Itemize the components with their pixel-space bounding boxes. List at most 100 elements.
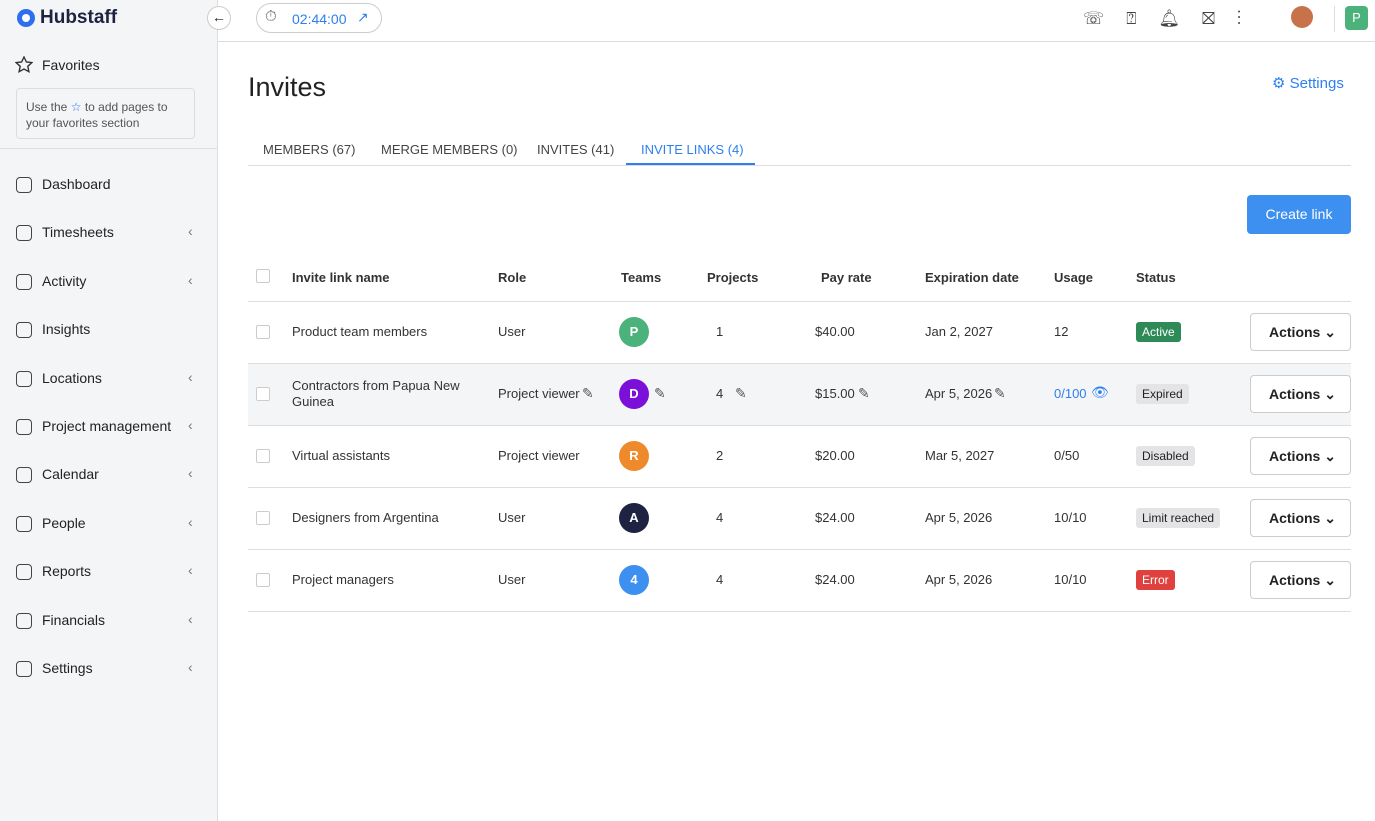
team-avatar: 4: [619, 565, 649, 595]
edit-icon[interactable]: ✎: [654, 385, 666, 401]
star: ☆: [70, 100, 82, 114]
column-header: Role: [498, 270, 527, 285]
nav-item[interactable]: Insights: [42, 321, 91, 338]
nav-item[interactable]: Financials: [42, 611, 106, 628]
pay-rate: $24.00: [815, 510, 855, 525]
usage: 12: [1054, 324, 1069, 339]
star-icon: [15, 56, 33, 74]
role: User: [498, 324, 526, 339]
nav-item[interactable]: Calendar: [42, 466, 99, 483]
chevron: ‹: [188, 610, 193, 627]
nav-item[interactable]: Activity: [42, 272, 87, 289]
top-icons[interactable]: ☏⍰🔔︎⛝⋮: [1083, 9, 1264, 28]
tab[interactable]: MERGE MEMBERS (0): [381, 142, 518, 157]
hint-text: Use the: [26, 100, 68, 114]
tabs-line: [248, 165, 1351, 166]
nav-icon: [16, 564, 32, 581]
nav-item[interactable]: Reports: [42, 563, 92, 580]
nav-item[interactable]: Timesheets: [42, 224, 114, 241]
nav-item[interactable]: Dashboard: [42, 176, 111, 192]
timer-open: ↗: [357, 9, 369, 25]
edit-icon[interactable]: ✎: [582, 385, 594, 401]
pay-rate: $20.00: [815, 448, 855, 463]
expiration: Mar 5, 2027: [925, 448, 995, 463]
timer-value: 02:44:00: [292, 11, 347, 27]
link-name: Project managers: [292, 572, 394, 587]
brand: Hubstaff: [40, 7, 118, 28]
pay-rate: $24.00: [815, 572, 855, 587]
actions-button[interactable]: Actions ⌄: [1250, 375, 1351, 413]
nav-item[interactable]: People: [42, 514, 86, 531]
user-avatar[interactable]: [1291, 6, 1313, 28]
edit-icon[interactable]: ✎: [735, 385, 747, 401]
status-badge: Disabled: [1136, 446, 1195, 466]
expiration: Jan 2, 2027: [925, 324, 993, 339]
nav-icon: [16, 322, 32, 339]
column-header: Expiration date: [925, 270, 1019, 285]
nav-item[interactable]: Settings: [42, 660, 93, 676]
timer[interactable]: ⏱ 02:44:00 ↗: [256, 3, 382, 33]
actions-button[interactable]: Actions ⌄: [1250, 313, 1351, 351]
team-avatar: A: [619, 503, 649, 533]
column-header: Pay rate: [821, 270, 872, 285]
projects: 2: [716, 448, 724, 463]
column-header: Projects: [707, 270, 759, 285]
chevron: ‹: [188, 659, 193, 675]
timer-icon: ⏱: [265, 8, 277, 25]
actions-label: Actions: [1269, 386, 1321, 402]
row-line: [248, 425, 1351, 426]
chevron: ‹: [188, 271, 193, 288]
link-name: Designers from Argentina: [292, 510, 439, 525]
settings-text: Settings: [1289, 75, 1344, 92]
org-avatar[interactable]: P: [1345, 6, 1368, 30]
edit-icon[interactable]: ✎: [858, 385, 870, 401]
view-icon[interactable]: 👁︎: [1091, 384, 1109, 400]
edit-icon[interactable]: ✎: [994, 385, 1006, 401]
link-name: Product team members: [292, 324, 428, 339]
settings-link[interactable]: ⚙ Settings: [1272, 75, 1344, 92]
expiration: Apr 5, 2026: [925, 572, 993, 587]
role: Project viewer: [498, 386, 580, 401]
role: User: [498, 510, 526, 525]
tab[interactable]: MEMBERS (67): [263, 142, 356, 157]
row-checkbox[interactable]: [256, 325, 270, 339]
usage[interactable]: 0/100: [1054, 386, 1087, 401]
chevron: ‹: [188, 223, 193, 240]
tab[interactable]: INVITE LINKS (4): [641, 142, 744, 157]
actions-button[interactable]: Actions ⌄: [1250, 561, 1351, 599]
page-title: Invites: [248, 72, 327, 102]
favorites-hint: Use the ☆ to add pages to your favorites…: [16, 88, 195, 139]
row-checkbox[interactable]: [256, 511, 270, 525]
select-all[interactable]: [256, 269, 270, 283]
actions-button[interactable]: Actions ⌄: [1250, 499, 1351, 537]
create-link-button[interactable]: Create link: [1247, 195, 1351, 234]
nav-icon: [16, 661, 32, 677]
expiration: Apr 5, 2026: [925, 510, 993, 525]
topbar: ← ⏱ 02:44:00 ↗ ☏⍰🔔︎⛝⋮ P: [207, 0, 1375, 42]
nav-item[interactable]: Locations: [42, 369, 102, 386]
column-header: Status: [1136, 270, 1176, 285]
projects: 1: [716, 324, 724, 339]
link-name: Contractors from Papua New Guinea: [292, 378, 460, 409]
collapse-button[interactable]: ←: [207, 6, 231, 30]
status-badge: Limit reached: [1136, 508, 1221, 528]
divider: [1334, 6, 1335, 32]
favorites[interactable]: Favorites: [42, 57, 100, 73]
column-header: Usage: [1054, 270, 1094, 285]
column-header: Invite link name: [292, 270, 390, 285]
nav-icon: [16, 515, 32, 532]
status-badge: Active: [1136, 322, 1181, 342]
usage: 10/10: [1054, 510, 1087, 525]
row-checkbox[interactable]: [256, 387, 270, 401]
usage: 10/10: [1054, 572, 1087, 587]
expiration: Apr 5, 2026: [925, 386, 993, 401]
nav-icon: [16, 419, 32, 435]
role: User: [498, 572, 526, 587]
tab[interactable]: INVITES (41): [537, 142, 615, 157]
row-checkbox[interactable]: [256, 573, 270, 587]
team-avatar: D: [619, 379, 649, 409]
actions-button[interactable]: Actions ⌄: [1250, 437, 1351, 475]
row-checkbox[interactable]: [256, 449, 270, 463]
nav-item[interactable]: Project management: [42, 418, 172, 434]
link-name: Virtual assistants: [292, 448, 391, 463]
